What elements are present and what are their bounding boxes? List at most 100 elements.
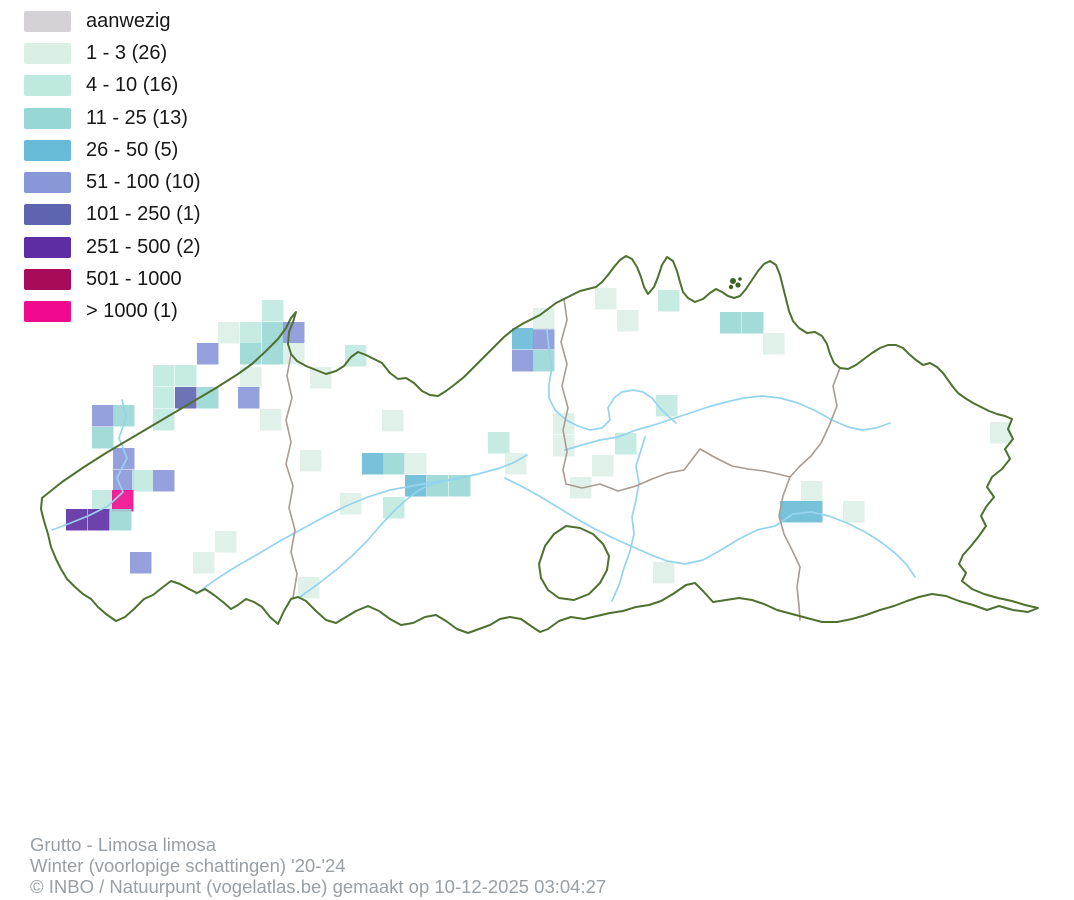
grid-cell-c11_25 bbox=[240, 343, 262, 365]
grid-cell-c4_10 bbox=[345, 345, 367, 367]
grid-cell-c51_100 bbox=[283, 322, 305, 344]
province-border-1 bbox=[285, 353, 298, 599]
grid-cell-c51_100 bbox=[130, 552, 152, 574]
footer-credit: © INBO / Natuurpunt (vogelatlas.be) gema… bbox=[30, 876, 607, 897]
grid-cell-c1_3 bbox=[310, 367, 332, 389]
grid-cell-c26_50 bbox=[362, 453, 384, 475]
grid-squares-layer bbox=[66, 288, 1012, 599]
province-border-4 bbox=[778, 367, 841, 621]
grid-cell-c11_25 bbox=[720, 312, 742, 334]
river-line-3 bbox=[299, 477, 459, 598]
grid-cell-c51_100 bbox=[197, 343, 219, 365]
grid-cell-c1_3 bbox=[595, 288, 617, 310]
grid-cell-c51_100 bbox=[533, 328, 555, 350]
grid-cell-c11_25 bbox=[262, 322, 284, 344]
legend-swatch-c1_3 bbox=[24, 42, 71, 64]
grid-cell-c11_25 bbox=[110, 509, 132, 531]
footer-species: Grutto - Limosa limosa bbox=[30, 834, 217, 855]
rivers-layer bbox=[51, 329, 916, 602]
legend-swatch-c501_1000 bbox=[24, 269, 71, 291]
grid-cell-c11_25 bbox=[262, 343, 284, 365]
river-line-5 bbox=[564, 395, 891, 451]
grid-cell-c1_3 bbox=[240, 367, 262, 389]
grid-cell-c251_500 bbox=[88, 509, 110, 531]
grid-cell-c1_3 bbox=[405, 453, 427, 475]
city-dot bbox=[730, 278, 736, 284]
legend-swatch-c251_500 bbox=[24, 236, 71, 258]
legend-swatch-c101_250 bbox=[24, 204, 71, 226]
grid-cell-c1_3 bbox=[843, 501, 865, 523]
flanders-border-layer bbox=[40, 255, 1039, 634]
legend: aanwezig 1 - 3 (26) 4 - 10 (16) 11 - 25 (13… bbox=[24, 5, 201, 328]
legend-item-c251_500: 251 - 500 (2) bbox=[24, 231, 201, 263]
river-line-4 bbox=[546, 329, 677, 431]
legend-label: 501 - 1000 bbox=[86, 268, 182, 291]
grid-cell-c51_100 bbox=[113, 448, 135, 470]
grid-cell-c4_10 bbox=[153, 365, 175, 387]
grid-cell-c1_3 bbox=[260, 409, 282, 431]
legend-item-c1_3: 1 - 3 (26) bbox=[24, 37, 201, 69]
legend-item-aanwezig: aanwezig bbox=[24, 5, 201, 37]
grid-cell-c11_25 bbox=[449, 475, 471, 497]
legend-swatch-c51_100 bbox=[24, 172, 71, 194]
grid-cell-c4_10 bbox=[153, 387, 175, 409]
legend-label: 4 - 10 (16) bbox=[86, 74, 179, 97]
grid-cell-c1_3 bbox=[990, 422, 1012, 444]
grid-cell-c1_3 bbox=[193, 552, 215, 574]
grid-cell-gt1000 bbox=[112, 490, 134, 512]
grid-cell-c51_100 bbox=[92, 405, 114, 427]
legend-label: 26 - 50 (5) bbox=[86, 138, 179, 161]
legend-item-c501_1000: 501 - 1000 bbox=[24, 263, 201, 295]
footer-credits: Grutto - Limosa limosa Winter (voorlopig… bbox=[30, 834, 606, 897]
grid-cell-c26_50 bbox=[512, 328, 534, 350]
river-line-2 bbox=[195, 454, 528, 595]
grid-cell-c4_10 bbox=[240, 322, 262, 344]
grid-cell-c1_3 bbox=[300, 450, 322, 472]
legend-label: 251 - 500 (2) bbox=[86, 235, 201, 258]
legend-swatch-c26_50 bbox=[24, 139, 71, 161]
grid-cell-c1_3 bbox=[215, 531, 237, 553]
grid-cell-c1_3 bbox=[617, 310, 639, 332]
grid-cell-c4_10 bbox=[132, 470, 154, 492]
province-border-2 bbox=[560, 298, 569, 485]
grid-cell-c4_10 bbox=[383, 497, 405, 519]
city-dot bbox=[728, 284, 734, 290]
river-line-1 bbox=[51, 399, 128, 531]
grid-cell-c1_3 bbox=[218, 322, 240, 344]
legend-swatch-c11_25 bbox=[24, 107, 71, 129]
grid-cell-c26_50 bbox=[780, 501, 802, 523]
grid-cell-c11_25 bbox=[197, 387, 219, 409]
brussels-enclave-border bbox=[538, 525, 610, 601]
grid-cell-c1_3 bbox=[763, 333, 785, 355]
legend-label: aanwezig bbox=[86, 9, 171, 32]
grid-cell-c4_10 bbox=[175, 365, 197, 387]
grid-cell-c4_10 bbox=[656, 395, 678, 417]
flanders-outer-border bbox=[40, 255, 1039, 634]
city-dot bbox=[738, 277, 742, 281]
grid-cell-c51_100 bbox=[153, 470, 175, 492]
legend-swatch-c4_10 bbox=[24, 75, 71, 97]
grid-cell-c51_100 bbox=[113, 470, 135, 492]
river-line-7 bbox=[611, 436, 646, 602]
legend-item-c101_250: 101 - 250 (1) bbox=[24, 199, 201, 231]
river-line-6 bbox=[504, 477, 916, 578]
grid-cell-c1_3 bbox=[592, 455, 614, 477]
grid-cell-c51_100 bbox=[512, 350, 534, 372]
legend-label: 1 - 3 (26) bbox=[86, 41, 168, 64]
legend-label: > 1000 (1) bbox=[86, 300, 178, 323]
grid-cell-c4_10 bbox=[658, 290, 680, 312]
grid-cell-c1_3 bbox=[553, 435, 575, 457]
legend-item-c26_50: 26 - 50 (5) bbox=[24, 134, 201, 166]
antwerp-city-marker bbox=[728, 277, 742, 290]
grid-cell-c1_3 bbox=[653, 562, 675, 584]
legend-label: 51 - 100 (10) bbox=[86, 171, 201, 194]
grid-cell-c4_10 bbox=[262, 300, 284, 322]
province-borders-layer bbox=[285, 298, 841, 621]
legend-item-c4_10: 4 - 10 (16) bbox=[24, 70, 201, 102]
grid-cell-c4_10 bbox=[488, 432, 510, 454]
city-dot bbox=[735, 282, 741, 288]
legend-item-c11_25: 11 - 25 (13) bbox=[24, 102, 201, 134]
grid-cell-c1_3 bbox=[533, 308, 555, 330]
province-border-3 bbox=[565, 448, 791, 492]
grid-cell-c1_3 bbox=[298, 577, 320, 599]
